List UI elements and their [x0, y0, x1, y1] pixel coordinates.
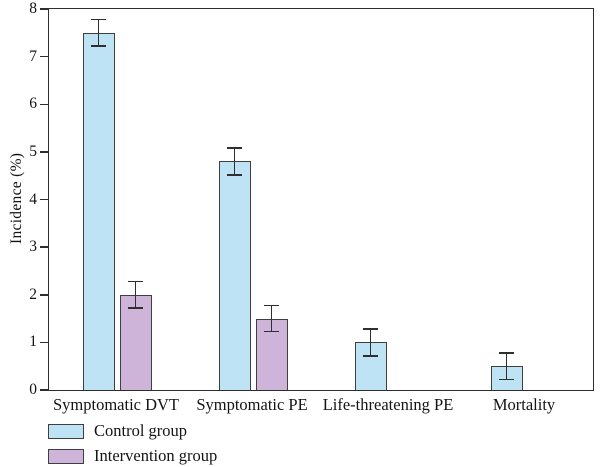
y-tick-label: 0 — [29, 381, 37, 398]
category-label-symptomatic-dvt: Symptomatic DVT — [52, 395, 180, 414]
y-tick-label: 4 — [29, 190, 37, 208]
y-tick-mark — [39, 8, 48, 10]
category-label-symptomatic-pe: Symptomatic PE — [196, 395, 308, 414]
y-tick-mark — [39, 389, 48, 391]
error-bar-line-symptomatic-dvt — [97, 19, 100, 47]
category-label-mortality: Mortality — [492, 395, 556, 414]
y-tick-mark — [39, 246, 48, 248]
legend-label-control-group: Control group — [94, 421, 188, 440]
error-bar-cap-top-symptomatic-pe — [264, 304, 279, 307]
legend-swatch-control-group — [48, 423, 84, 439]
error-bar-line-symptomatic-dvt — [134, 281, 137, 309]
y-tick-mark — [39, 103, 48, 105]
error-bar-line-mortality — [505, 352, 508, 380]
error-bar-cap-bottom-life-threatening-pe — [363, 354, 378, 357]
bar-control-group-symptomatic-pe — [218, 161, 251, 390]
bar-intervention-group-symptomatic-dvt — [119, 294, 152, 390]
y-tick-mark — [39, 55, 48, 58]
bar-control-group-symptomatic-dvt — [82, 32, 115, 390]
error-bar-cap-top-mortality — [499, 352, 514, 354]
error-bar-line-symptomatic-pe — [270, 305, 273, 332]
legend-swatch-intervention-group — [48, 448, 84, 464]
error-bar-cap-bottom-mortality — [499, 378, 514, 381]
y-tick-mark — [39, 341, 48, 344]
y-tick-label: 3 — [29, 238, 37, 256]
error-bar-line-life-threatening-pe — [369, 329, 372, 356]
y-tick-label: 5 — [29, 142, 37, 160]
category-label-life-threatening-pe: Life-threatening PE — [322, 395, 454, 414]
y-tick-mark — [39, 294, 48, 296]
error-bar-cap-top-life-threatening-pe — [363, 328, 378, 330]
y-tick-label: 1 — [29, 333, 37, 351]
error-bar-cap-top-symptomatic-dvt — [91, 18, 106, 21]
error-bar-cap-top-symptomatic-dvt — [128, 280, 143, 283]
y-tick-label: 8 — [29, 0, 37, 17]
error-bar-cap-bottom-symptomatic-dvt — [91, 45, 106, 47]
plot-area: 0 1 2 3 4 5 6 7 8 — [29, 0, 594, 398]
error-bar-cap-bottom-symptomatic-pe — [264, 330, 279, 333]
error-bar-cap-bottom-symptomatic-dvt — [128, 307, 143, 309]
legend-item-intervention-group: Intervention group — [48, 446, 217, 466]
y-tick-mark — [39, 151, 48, 153]
legend-item-control-group: Control group — [48, 421, 217, 441]
error-bar-line-symptomatic-pe — [233, 148, 236, 175]
y-tick-label: 2 — [29, 285, 37, 303]
legend-label-intervention-group: Intervention group — [94, 446, 218, 465]
y-tick-label: 6 — [29, 95, 37, 113]
y-tick-label: 7 — [29, 47, 37, 65]
legend: Control group Intervention group — [48, 421, 217, 467]
error-bar-cap-bottom-symptomatic-pe — [227, 173, 242, 176]
y-tick-mark — [39, 198, 48, 201]
error-bar-cap-top-symptomatic-pe — [227, 147, 242, 149]
